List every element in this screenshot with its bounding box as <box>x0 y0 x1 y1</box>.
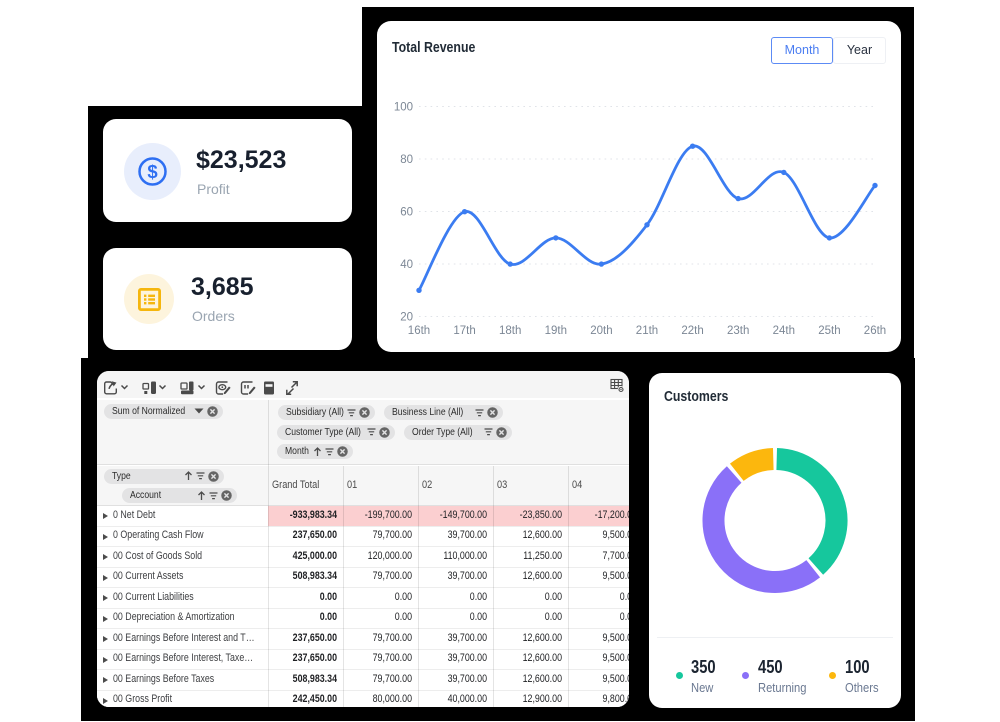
svg-text:18th: 18th <box>499 325 521 337</box>
svg-text:17th: 17th <box>453 325 475 337</box>
svg-text:40: 40 <box>400 259 413 271</box>
svg-text:26th: 26th <box>864 325 886 337</box>
svg-text:16th: 16th <box>408 325 430 337</box>
svg-text:21th: 21th <box>636 325 658 337</box>
svg-text:100: 100 <box>394 102 413 114</box>
svg-text:23th: 23th <box>727 325 749 337</box>
svg-text:24th: 24th <box>773 325 795 337</box>
svg-text:22th: 22th <box>681 325 703 337</box>
svg-text:$: $ <box>147 161 158 182</box>
svg-text:25th: 25th <box>818 325 840 337</box>
svg-text:20th: 20th <box>590 325 612 337</box>
svg-text:80: 80 <box>400 154 413 166</box>
svg-text:19th: 19th <box>545 325 567 337</box>
svg-text:60: 60 <box>400 207 413 219</box>
svg-text:20: 20 <box>400 312 413 324</box>
